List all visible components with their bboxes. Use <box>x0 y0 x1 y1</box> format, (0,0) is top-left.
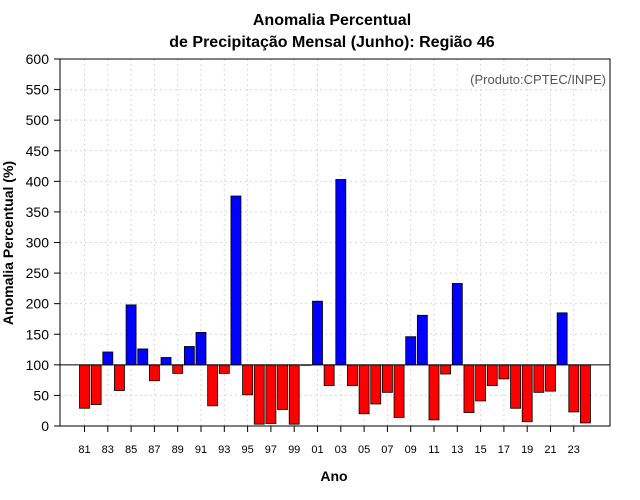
bar-14 <box>463 364 475 413</box>
y-tick-label: 350 <box>26 204 50 220</box>
x-tick-label: 11 <box>428 444 439 456</box>
bar-99 <box>288 364 300 425</box>
bar-92 <box>207 364 219 407</box>
y-tick-label: 400 <box>26 173 50 189</box>
y-tick-label: 300 <box>26 235 50 251</box>
y-tick-label: 50 <box>33 387 49 403</box>
y-tick-label: 0 <box>41 418 49 434</box>
x-tick-label: 17 <box>498 444 510 456</box>
bar-19 <box>521 364 533 423</box>
bar-89 <box>172 364 184 374</box>
y-tick-label: 500 <box>26 112 50 128</box>
bar-93 <box>218 364 230 374</box>
x-tick-label: 13 <box>451 444 463 456</box>
bar-02 <box>323 364 335 387</box>
source-note: (Produto:CPTEC/INPE) <box>470 72 606 87</box>
bar-85 <box>125 304 137 366</box>
bar-06 <box>370 364 382 405</box>
bar-22 <box>556 312 568 366</box>
bar-12 <box>440 364 452 375</box>
chart-title-line1: Anomalia Percentual <box>253 12 411 29</box>
x-tick-label: 01 <box>311 444 323 456</box>
x-tick-label: 07 <box>381 444 393 456</box>
x-tick-label: 89 <box>172 444 184 456</box>
bar-87 <box>148 364 160 382</box>
bar-94 <box>230 195 242 366</box>
x-tick-label: 21 <box>544 444 556 456</box>
bar-16 <box>486 364 498 387</box>
bar-11 <box>428 364 440 421</box>
bar-20 <box>533 364 545 393</box>
y-tick-label: 200 <box>26 296 50 312</box>
bar-88 <box>160 357 172 366</box>
x-tick-label: 03 <box>335 444 347 456</box>
bar-18 <box>510 364 521 409</box>
bar-07 <box>381 364 393 393</box>
y-tick-label: 100 <box>26 357 50 373</box>
x-tick-label: 85 <box>125 444 137 456</box>
y-tick-label: 150 <box>26 326 50 342</box>
y-tick-label: 600 <box>26 51 50 67</box>
bar-84 <box>114 364 125 391</box>
x-tick-label: 05 <box>358 444 370 456</box>
bar-08 <box>393 364 405 418</box>
bar-05 <box>358 364 370 415</box>
bar-96 <box>253 364 265 425</box>
y-tick-label: 550 <box>26 82 50 98</box>
bar-86 <box>137 348 149 366</box>
bar-98 <box>277 364 288 410</box>
x-tick-label: 83 <box>102 444 114 456</box>
bar-01 <box>312 300 323 366</box>
bar-17 <box>498 364 510 380</box>
x-tick-label: 93 <box>218 444 230 456</box>
bar-97 <box>265 364 277 424</box>
bar-03 <box>335 179 347 366</box>
x-tick-label: 91 <box>195 444 207 456</box>
bar-24 <box>580 364 591 424</box>
bar-21 <box>545 364 556 392</box>
bar-09 <box>405 336 417 366</box>
bar-04 <box>347 364 358 387</box>
x-tick-label: 15 <box>474 444 486 456</box>
bar-15 <box>475 364 487 402</box>
bar-95 <box>242 364 254 396</box>
bar-83 <box>102 351 114 366</box>
x-tick-label: 19 <box>521 444 533 456</box>
x-tick-label: 97 <box>265 444 277 456</box>
bar-23 <box>568 364 580 413</box>
bar-91 <box>195 332 207 366</box>
x-tick-label: 95 <box>241 444 253 456</box>
bar-10 <box>416 314 428 366</box>
y-axis-label: Anomalia Percentual (%) <box>0 161 16 325</box>
bar-82 <box>90 364 102 405</box>
x-tick-label: 81 <box>78 444 90 456</box>
x-axis-label: Ano <box>320 468 347 484</box>
bar-13 <box>451 283 463 366</box>
bar-81 <box>79 364 90 409</box>
x-tick-label: 99 <box>288 444 300 456</box>
plot-frame <box>59 58 611 427</box>
x-tick-label: 87 <box>148 444 160 456</box>
y-tick-label: 250 <box>26 265 50 281</box>
x-tick-label: 23 <box>568 444 580 456</box>
x-tick-label: 09 <box>405 444 417 456</box>
chart-title-line2: de Precipitação Mensal (Junho): Região 4… <box>169 34 495 51</box>
bar-90 <box>183 346 195 366</box>
bars <box>79 179 591 425</box>
y-tick-label: 450 <box>26 143 50 159</box>
